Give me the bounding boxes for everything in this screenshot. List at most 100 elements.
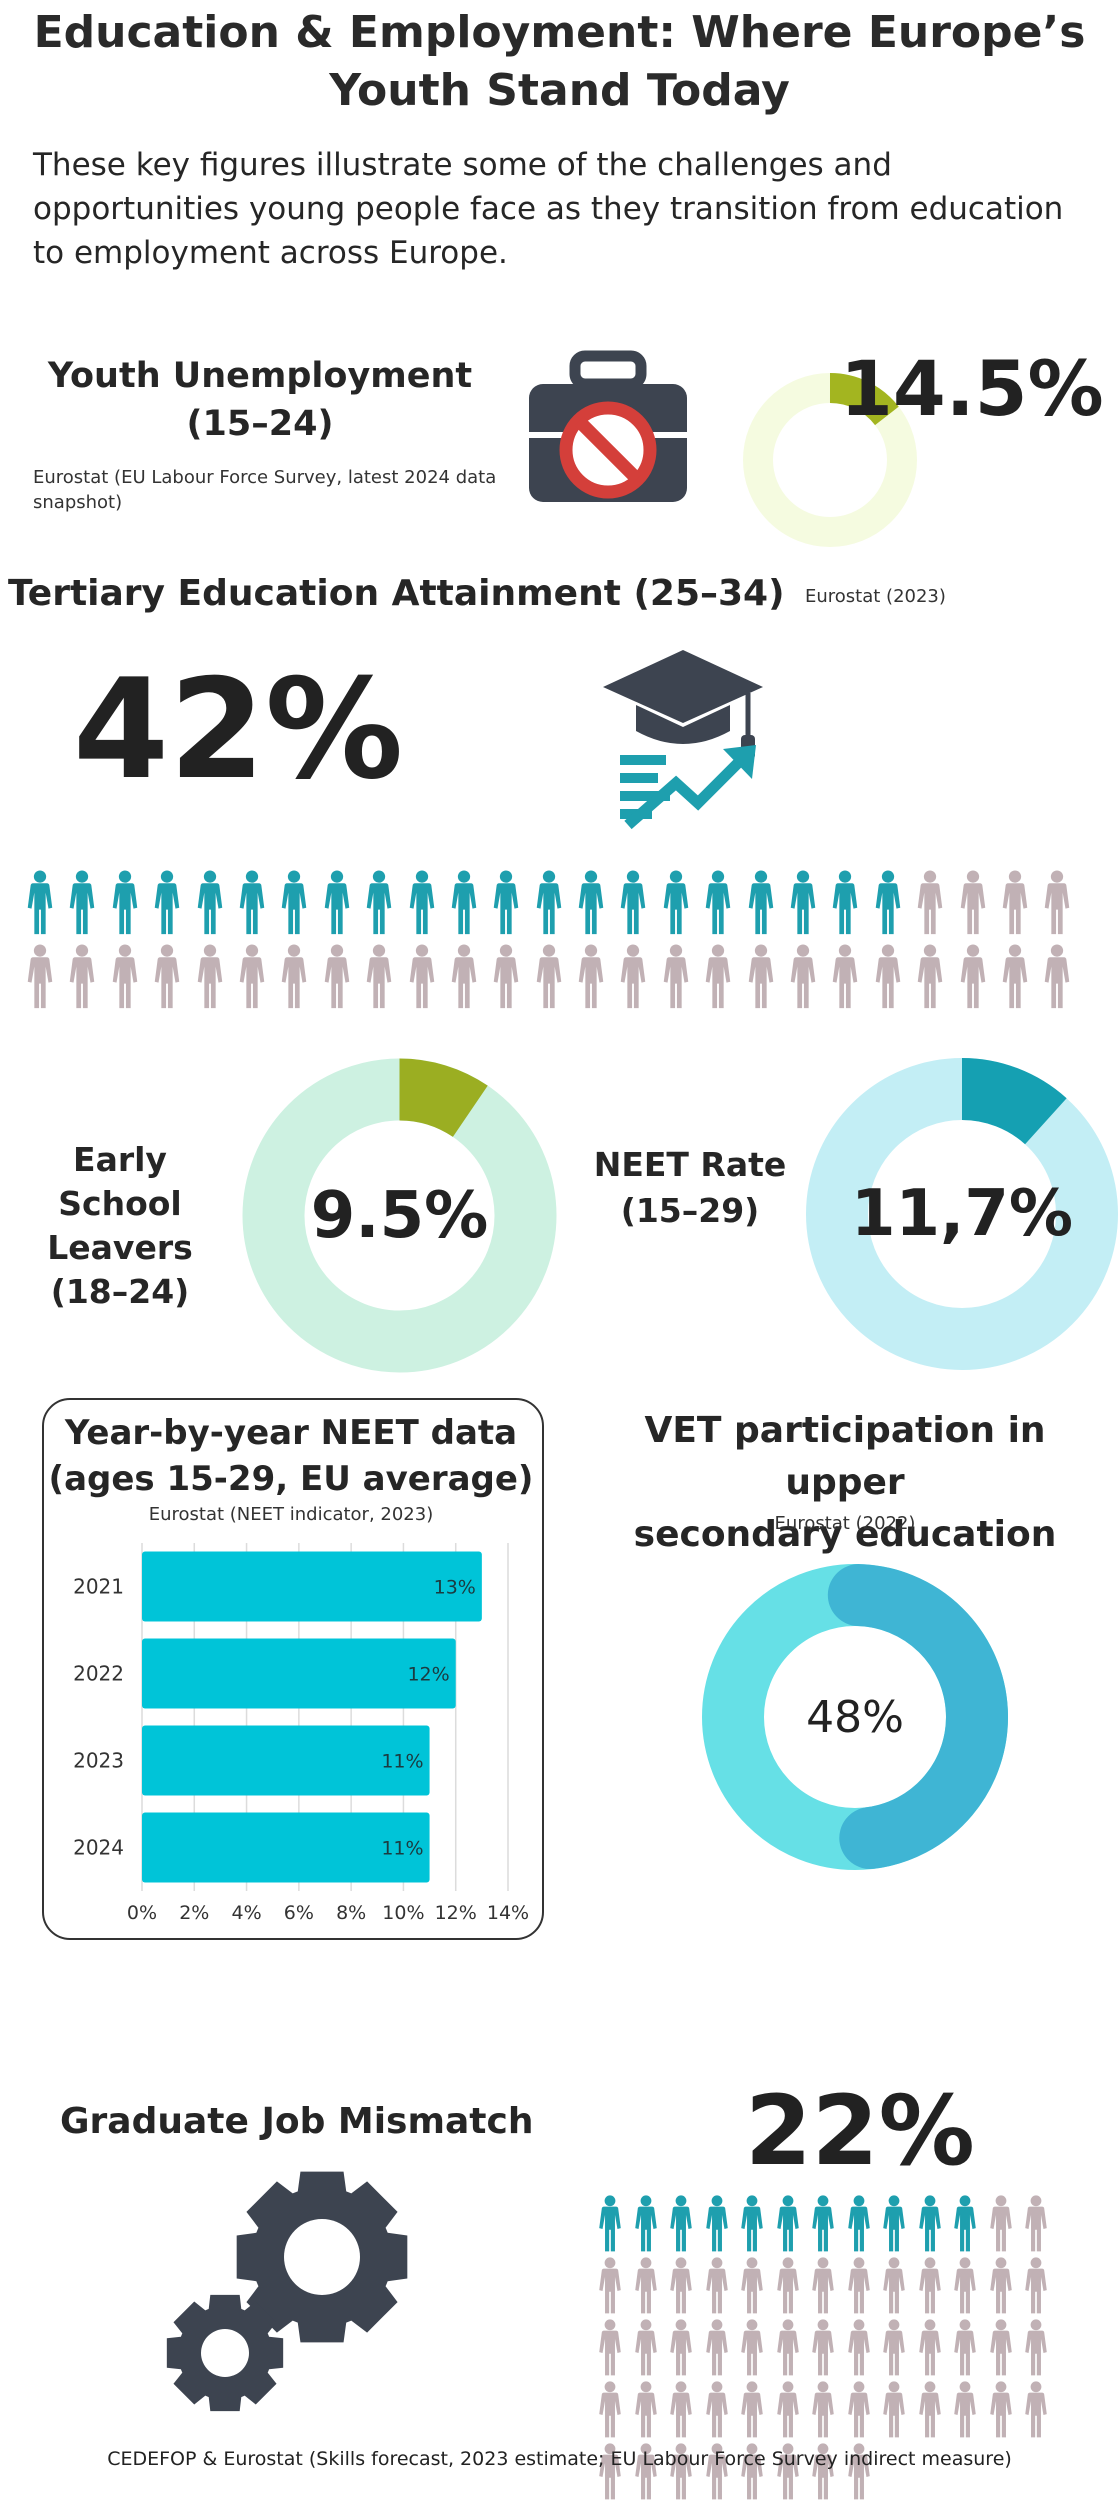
person-icon: [705, 944, 731, 1009]
person-icon: [1025, 2257, 1047, 2314]
person-icon: [989, 2319, 1012, 2376]
category-label: 2024: [73, 1836, 124, 1860]
donut-value-arc: [960, 1058, 1067, 1145]
x-tick-label: 8%: [336, 1902, 366, 1924]
person-icon: [960, 870, 985, 935]
person-icon-highlighted: [366, 870, 392, 935]
person-icon: [847, 2319, 870, 2376]
x-tick-label: 0%: [127, 1902, 157, 1924]
early-school-label-line3: (18–24): [50, 1272, 190, 1311]
mismatch-people-row: [595, 2195, 1075, 2253]
person-icon: [847, 2257, 870, 2314]
person-icon: [154, 944, 180, 1009]
person-icon-highlighted: [621, 870, 646, 935]
person-icon: [239, 944, 265, 1009]
person-icon: [705, 2443, 728, 2500]
mismatch-people-row: [595, 2443, 1075, 2501]
person-icon-highlighted: [451, 870, 477, 935]
page-title: Education & Employment: Where Europe’s Y…: [0, 4, 1119, 120]
donut-value-arc: [827, 1564, 1008, 1870]
person-icon-highlighted: [705, 870, 731, 935]
person-icon: [776, 2257, 799, 2314]
person-icon: [670, 2319, 692, 2376]
neet-donut: [806, 1058, 1118, 1370]
person-icon: [536, 944, 561, 1009]
person-icon: [954, 2319, 976, 2376]
person-icon: [1045, 870, 1070, 935]
person-icon-highlighted: [70, 870, 95, 935]
person-icon: [634, 2381, 657, 2438]
category-label: 2022: [73, 1662, 124, 1686]
person-icon: [112, 944, 138, 1009]
person-icon: [282, 944, 307, 1009]
person-icon: [1002, 944, 1028, 1009]
person-icon-highlighted: [776, 2195, 799, 2252]
person-icon: [790, 944, 816, 1009]
mismatch-people-row: [595, 2257, 1075, 2315]
neet-label: NEET Rate (15–29): [585, 1142, 795, 1234]
person-icon: [70, 944, 95, 1009]
person-icon: [917, 870, 943, 935]
person-icon: [741, 2257, 763, 2314]
person-icon: [847, 2381, 870, 2438]
person-icon: [989, 2257, 1012, 2314]
bar-2023: [142, 1725, 430, 1796]
data-label: 13%: [434, 1577, 476, 1599]
person-icon: [705, 2319, 728, 2376]
vet-title-line2: secondary education: [633, 1514, 1057, 1555]
person-icon: [960, 944, 985, 1009]
person-icon: [954, 2257, 976, 2314]
tertiary-label: Tertiary Education Attainment (25–34): [8, 573, 785, 614]
person-icon-highlighted: [112, 870, 138, 935]
mismatch-people-pictogram: [595, 2195, 1075, 2505]
data-label: 11%: [381, 1838, 423, 1860]
person-icon: [989, 2381, 1012, 2438]
early-school-label-line1: Early School: [58, 1140, 182, 1223]
x-tick-label: 4%: [231, 1902, 261, 1924]
person-icon-highlighted: [324, 870, 349, 935]
person-icon: [599, 2319, 621, 2376]
x-tick-label: 10%: [382, 1902, 424, 1924]
person-icon-highlighted: [663, 870, 689, 935]
person-icon: [366, 944, 392, 1009]
person-icon: [918, 2257, 941, 2314]
person-icon: [883, 2257, 905, 2314]
person-icon-highlighted: [790, 870, 816, 935]
early-school-label-line2: Leavers: [47, 1228, 193, 1267]
person-icon-highlighted: [670, 2195, 692, 2252]
tertiary-people-row: [22, 870, 1082, 936]
person-icon: [776, 2443, 799, 2500]
gears-icon: [166, 2171, 408, 2412]
person-icon-highlighted: [154, 870, 180, 935]
person-icon-highlighted: [282, 870, 307, 935]
tertiary-value: 42%: [73, 649, 404, 810]
person-icon-highlighted: [918, 2195, 941, 2252]
person-icon-highlighted: [27, 870, 53, 935]
neet-chart-title-line1: Year-by-year NEET data: [64, 1413, 518, 1453]
bar-2024: [142, 1812, 430, 1883]
person-icon: [578, 944, 604, 1009]
person-icon-highlighted: [705, 2195, 728, 2252]
person-icon-highlighted: [954, 2195, 976, 2252]
person-icon: [634, 2319, 657, 2376]
early-school-label: Early School Leavers (18–24): [10, 1138, 230, 1314]
person-icon: [1025, 2381, 1047, 2438]
person-icon: [883, 2319, 905, 2376]
data-label: 12%: [407, 1664, 449, 1686]
person-icon: [409, 944, 434, 1009]
person-icon: [847, 2443, 870, 2500]
person-icon: [1025, 2195, 1047, 2252]
person-icon: [954, 2381, 976, 2438]
neet-chart-source: Eurostat (NEET indicator, 2023): [148, 1504, 434, 1525]
person-icon: [812, 2443, 834, 2500]
x-tick-label: 14%: [487, 1902, 529, 1924]
page-title-line2: Youth Stand Today: [329, 65, 790, 116]
person-icon: [918, 2381, 941, 2438]
person-icon: [875, 944, 901, 1009]
person-icon-highlighted: [536, 870, 561, 935]
person-icon: [599, 2381, 621, 2438]
person-icon: [833, 944, 858, 1009]
neet-value: 11,7%: [850, 1177, 1074, 1251]
neet-bar-chart: 0% 2% 4% 6% 8% 10% 12% 14% 2021 13% 2022 12% 2023 11%…: [73, 1543, 529, 1924]
person-icon: [741, 2319, 763, 2376]
